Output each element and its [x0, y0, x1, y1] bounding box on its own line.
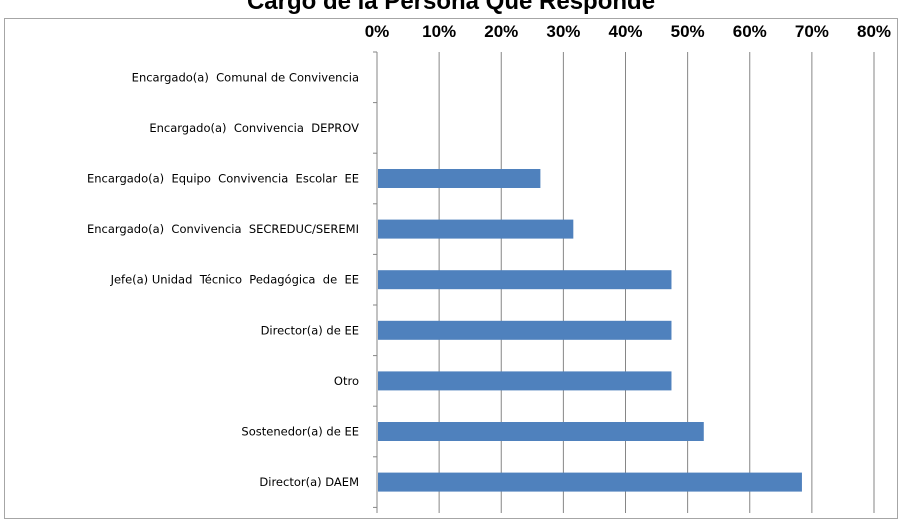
bar	[378, 270, 672, 290]
bar	[378, 371, 672, 391]
x-tick-label: 70%	[795, 22, 829, 41]
bar	[378, 422, 704, 441]
y-axis	[373, 51, 378, 513]
category-label: Director(a) DAEM	[259, 475, 359, 489]
category-label: Encargado(a) Comunal de Convivencia	[132, 70, 359, 84]
x-tick-labels: 0% 10% 20% 30% 40% 50% 60% 70% 80%	[365, 22, 891, 41]
bar	[378, 472, 802, 492]
category-label: Encargado(a) Equipo Convivencia Escolar …	[87, 172, 359, 186]
x-tick-label: 40%	[608, 22, 642, 41]
category-label: Director(a) de EE	[261, 323, 359, 337]
x-tick-label: 10%	[422, 22, 456, 41]
bar	[378, 320, 672, 340]
bar	[378, 169, 541, 188]
category-label: Otro	[334, 374, 359, 388]
x-tick-label: 60%	[733, 22, 767, 41]
x-tick-label: 50%	[671, 22, 705, 41]
x-tick-label: 0%	[365, 22, 390, 41]
category-labels: Encargado(a) Comunal de Convivencia Encar…	[87, 70, 359, 489]
x-tick-label: 80%	[857, 22, 891, 41]
category-label: Jefe(a) Unidad Técnico Pedagógica de EE	[110, 273, 359, 287]
x-tick-label: 30%	[546, 22, 580, 41]
x-tick-label: 20%	[484, 22, 518, 41]
category-label: Encargado(a) Convivencia SECREDUC/SEREMI	[87, 222, 359, 236]
category-label: Sostenedor(a) de EE	[241, 425, 359, 439]
bar	[378, 219, 574, 239]
bars	[378, 169, 802, 492]
category-label: Encargado(a) Convivencia DEPROV	[149, 121, 359, 135]
chart-title: Cargo de la Persona Que Responde	[246, 0, 656, 15]
